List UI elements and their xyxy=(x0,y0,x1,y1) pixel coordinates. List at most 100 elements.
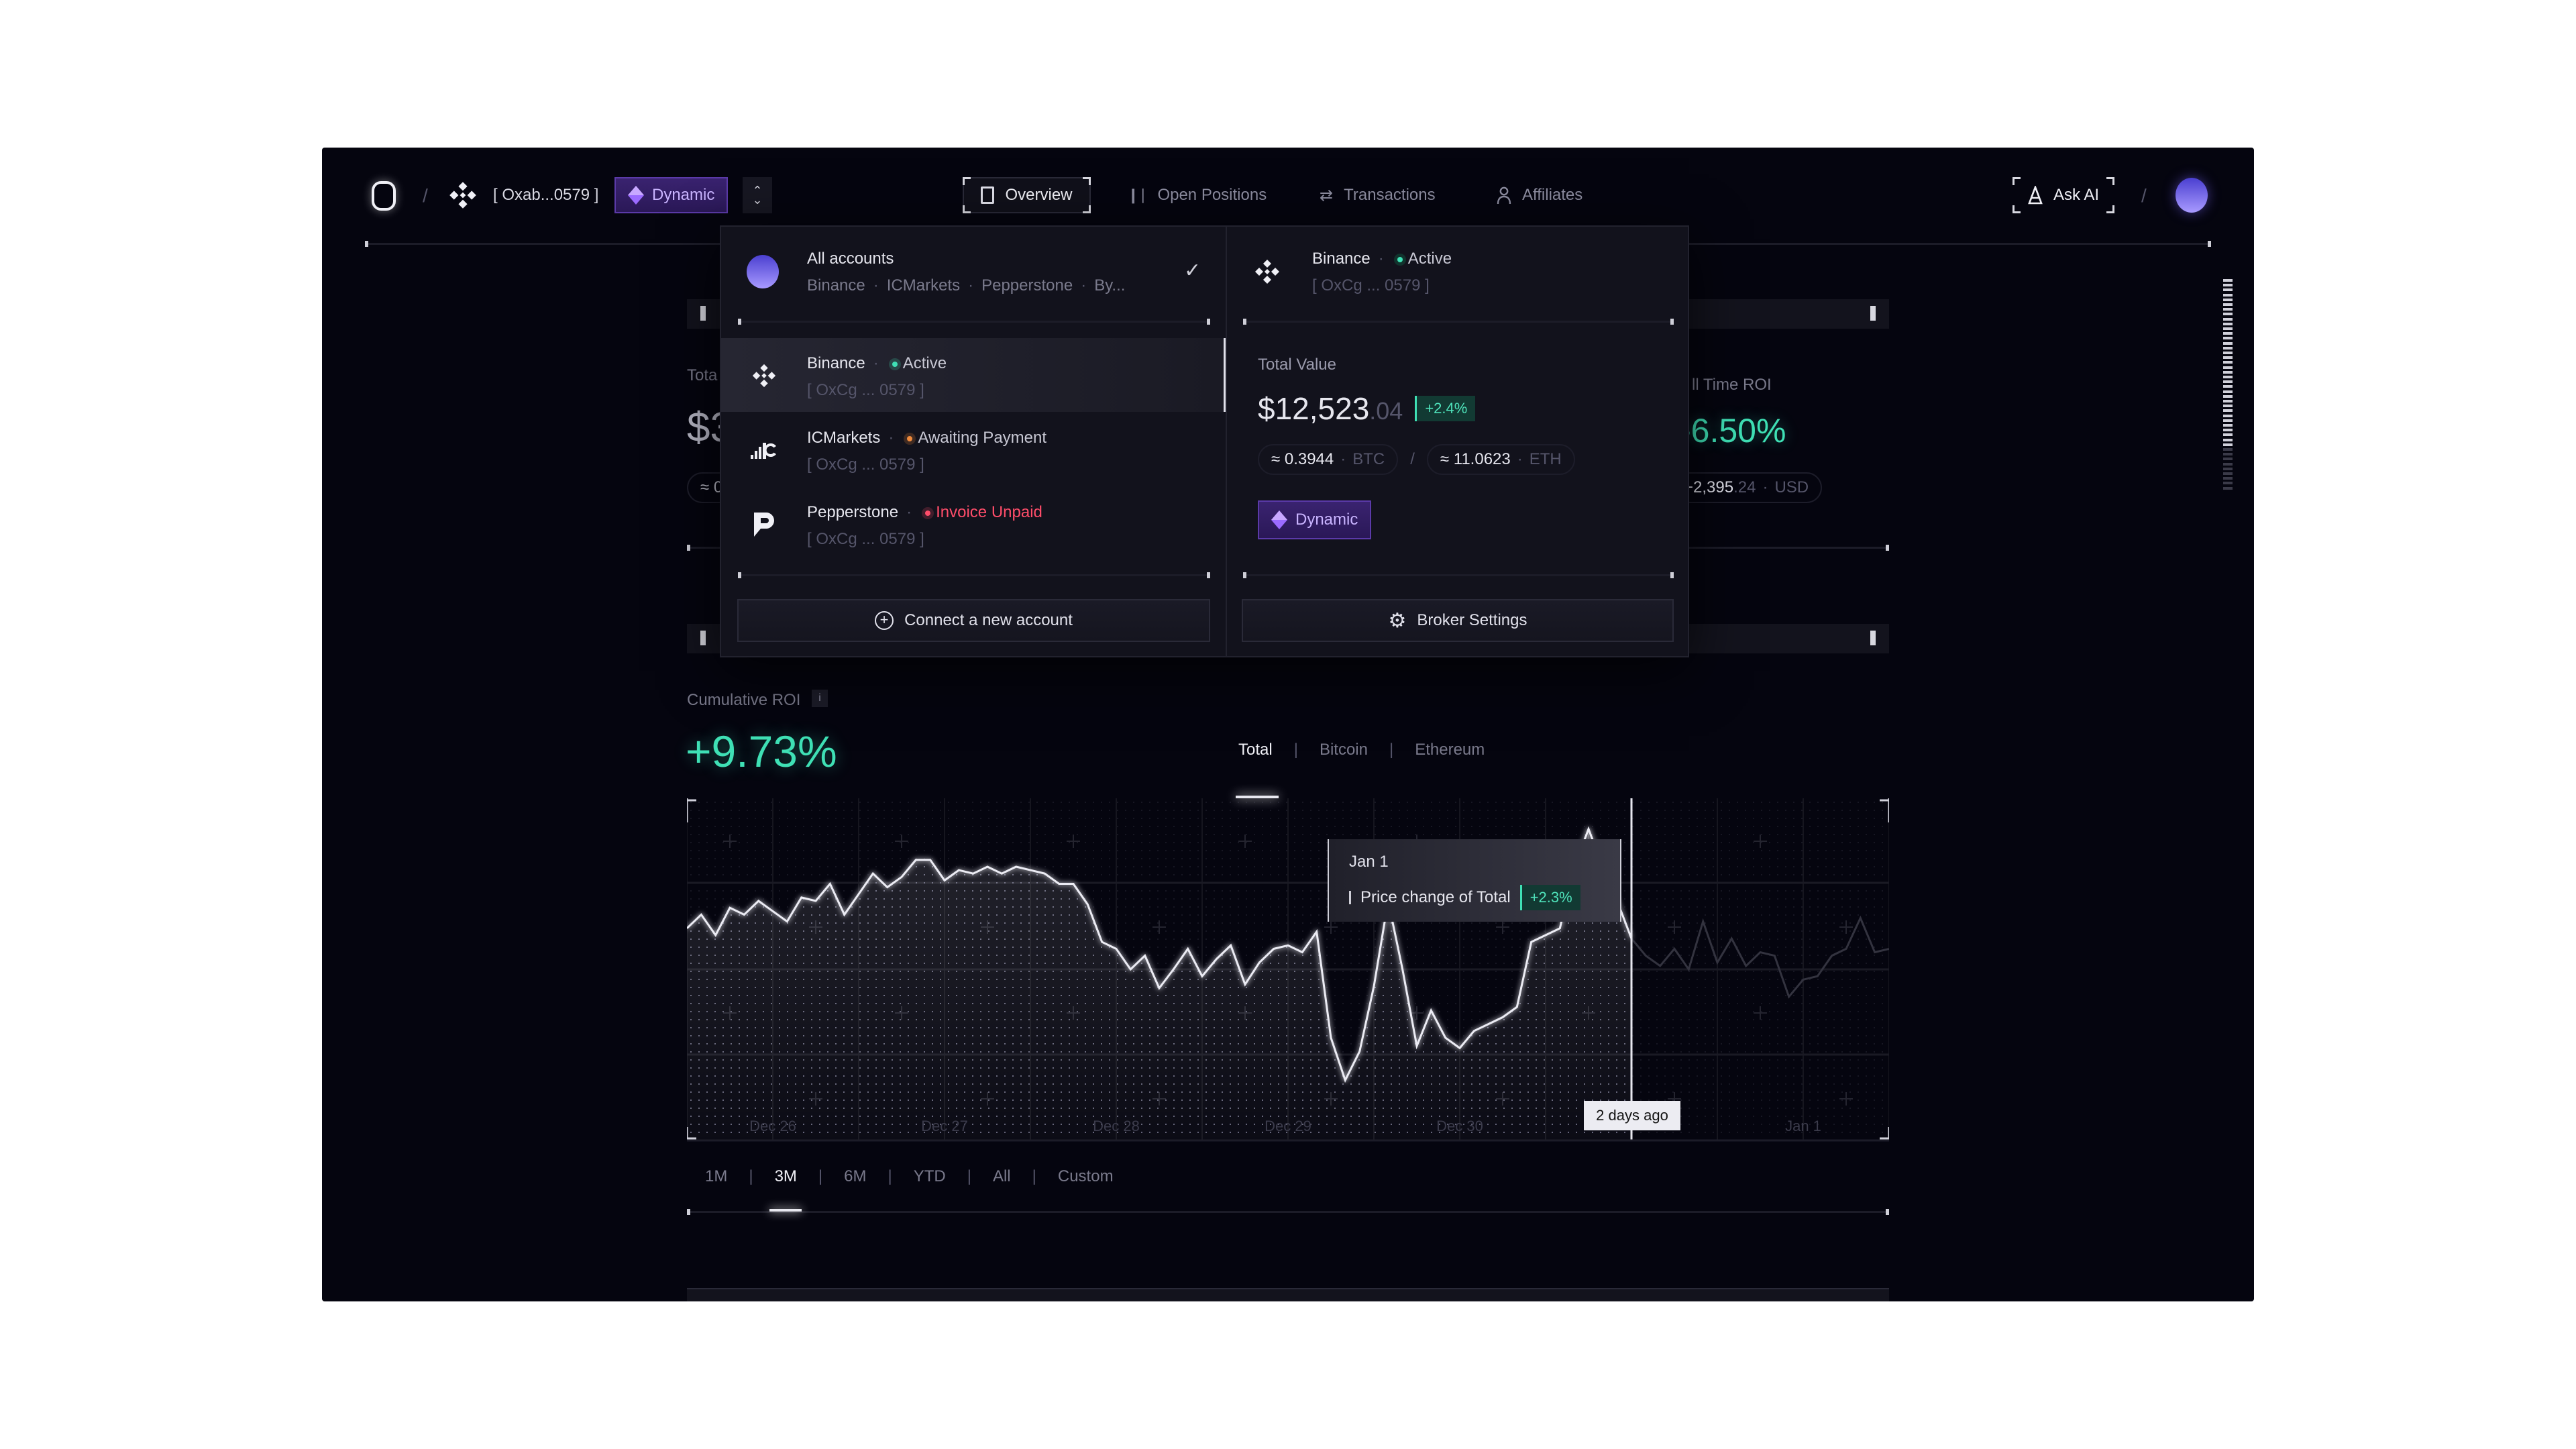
roi-chart[interactable]: Dec 26 Dec 27 Dec 28 Dec 29 Dec 30 Jan 1 xyxy=(687,798,1889,1147)
tab-transactions-label: Transactions xyxy=(1344,186,1436,204)
tab-open-positions[interactable]: ❙∣ Open Positions xyxy=(1127,177,1267,213)
ask-ai-label: Ask AI xyxy=(2053,186,2100,204)
tab-affiliates-label: Affiliates xyxy=(1522,186,1583,204)
tab-separator: | xyxy=(1389,741,1394,759)
btc-pill: ≈ 0.3944 · BTC xyxy=(1258,444,1399,475)
range-tab-1m[interactable]: 1M xyxy=(705,1167,728,1185)
panel-divider xyxy=(1243,572,1674,578)
range-separator: | xyxy=(888,1167,892,1185)
scroll-tick xyxy=(2223,486,2233,490)
range-divider xyxy=(687,1209,1889,1215)
total-value-label: Total Value xyxy=(1258,356,1336,374)
grid-cross xyxy=(1754,835,1767,848)
plan-badge: Dynamic xyxy=(614,177,729,213)
connect-account-button[interactable]: + Connect a new account xyxy=(737,599,1210,642)
account-title: Binance · Active xyxy=(807,354,947,372)
range-tab-3m[interactable]: 3M xyxy=(774,1167,797,1185)
account-status: Active xyxy=(902,354,947,372)
account-row-binance[interactable]: Binance · Active [ OxCg ... 0579 ] xyxy=(721,338,1226,412)
range-tab-custom[interactable]: Custom xyxy=(1057,1167,1114,1185)
info-button[interactable]: i xyxy=(812,690,828,707)
account-address: [ OxCg ... 0579 ] xyxy=(807,381,924,399)
scroll-tick xyxy=(2223,376,2233,378)
scroll-tick xyxy=(2223,327,2233,330)
broker-settings-button[interactable]: ⚙ Broker Settings xyxy=(1242,599,1674,642)
account-address[interactable]: [ Oxab...0579 ] xyxy=(493,186,599,204)
detail-address: [ OxCg ... 0579 ] xyxy=(1312,276,1430,294)
scroll-tick xyxy=(2223,279,2233,282)
grid-cross xyxy=(1668,920,1681,934)
all-accounts-brokers: Binance · ICMarkets · Pepperstone · By... xyxy=(807,276,1126,294)
scroll-tick xyxy=(2223,385,2233,388)
panel-column-divider xyxy=(1226,227,1227,656)
panel-divider xyxy=(738,319,1210,325)
scroll-tick xyxy=(2223,313,2233,316)
grid-cross xyxy=(1324,920,1338,934)
series-line-total xyxy=(687,826,1633,1083)
tab-bitcoin[interactable]: Bitcoin xyxy=(1319,741,1368,759)
scroll-tick xyxy=(2223,438,2233,441)
grid-cross xyxy=(1152,920,1166,934)
tab-overview-label: Overview xyxy=(1005,186,1073,204)
tab-overview[interactable]: Overview xyxy=(963,177,1091,213)
status-dot xyxy=(907,435,913,441)
account-switcher-button[interactable]: ⌃ ⌄ xyxy=(743,177,772,213)
chart-tooltip: Jan 1 Price change of Total +2.3% xyxy=(1328,839,1621,922)
x-tick-label: Dec 26 xyxy=(749,1118,796,1134)
swap-arrows-icon: ⇄ xyxy=(1320,186,1334,205)
cursor-label: 2 days ago xyxy=(1584,1101,1680,1130)
tab-affiliates[interactable]: Affiliates xyxy=(1497,177,1582,213)
total-label: Tota xyxy=(687,366,718,384)
total-value-change: +2.4% xyxy=(1415,396,1476,421)
header-separator: / xyxy=(2141,185,2147,206)
tab-ethereum[interactable]: Ethereum xyxy=(1415,741,1485,759)
scroll-tick xyxy=(2223,433,2233,437)
all-time-roi-pill: +2,395.24 · USD xyxy=(1670,472,1823,503)
x-tick-label: Dec 30 xyxy=(1436,1118,1483,1134)
range-tab-all[interactable]: All xyxy=(992,1167,1011,1185)
x-axis: Dec 26 Dec 27 Dec 28 Dec 29 Dec 30 Jan 1 xyxy=(749,1118,1821,1134)
scroll-tick xyxy=(2223,322,2233,325)
scroll-tick xyxy=(2223,317,2233,321)
broker-settings-label: Broker Settings xyxy=(1417,611,1527,629)
panel-divider xyxy=(1243,319,1674,325)
tab-total[interactable]: Total xyxy=(1238,741,1273,759)
range-separator: | xyxy=(967,1167,971,1185)
tab-transactions[interactable]: ⇄ Transactions xyxy=(1320,177,1436,213)
grid-cross xyxy=(723,835,737,848)
scroll-tick xyxy=(2223,293,2233,297)
scroll-tick xyxy=(2223,298,2233,301)
tab-open-positions-label: Open Positions xyxy=(1157,186,1267,204)
x-tick-label: Dec 27 xyxy=(921,1118,968,1134)
pepperstone-icon xyxy=(749,510,779,539)
roi-tabs: Total | Bitcoin | Ethereum xyxy=(1238,741,1485,759)
ask-ai-button[interactable]: Ask AI xyxy=(2012,177,2114,213)
icmarkets-icon xyxy=(749,435,779,465)
scroll-tick xyxy=(2223,477,2233,480)
diamond-icon xyxy=(1271,511,1287,529)
grid-cross xyxy=(1238,835,1252,848)
scroll-tick xyxy=(2223,448,2233,451)
avatar[interactable] xyxy=(2176,178,2208,213)
account-status: Invoice Unpaid xyxy=(936,503,1042,521)
document-icon xyxy=(981,186,995,204)
tab-separator: | xyxy=(1293,741,1298,759)
detail-title: Binance · Active xyxy=(1312,250,1452,268)
all-accounts-row[interactable]: All accounts Binance · ICMarkets · Peppersto… xyxy=(721,227,1226,321)
grid-cross xyxy=(1839,1092,1853,1106)
app-logo[interactable] xyxy=(372,181,396,211)
crypto-pills: ≈ 0.3944 · BTC / ≈ 11.0623 · ETH xyxy=(1258,444,1575,475)
chart-lines xyxy=(687,826,1889,1083)
scroll-tick xyxy=(2223,405,2233,408)
account-title: ICMarkets · Awaiting Payment xyxy=(807,429,1047,447)
account-address: [ OxCg ... 0579 ] xyxy=(807,455,924,474)
account-row-pepperstone[interactable]: Pepperstone · Invoice Unpaid [ OxCg ... 05… xyxy=(721,487,1226,561)
cumulative-roi-value: +9.73% xyxy=(686,727,837,776)
range-separator: | xyxy=(749,1167,753,1185)
account-row-icmarkets[interactable]: ICMarkets · Awaiting Payment [ OxCg ... 05… xyxy=(721,413,1226,486)
range-tab-6m[interactable]: 6M xyxy=(844,1167,867,1185)
pill-separator: / xyxy=(1410,450,1415,468)
panel-divider xyxy=(738,572,1210,578)
total-value-row: $12,523.04 +2.4% xyxy=(1258,390,1476,427)
range-tab-ytd[interactable]: YTD xyxy=(913,1167,946,1185)
